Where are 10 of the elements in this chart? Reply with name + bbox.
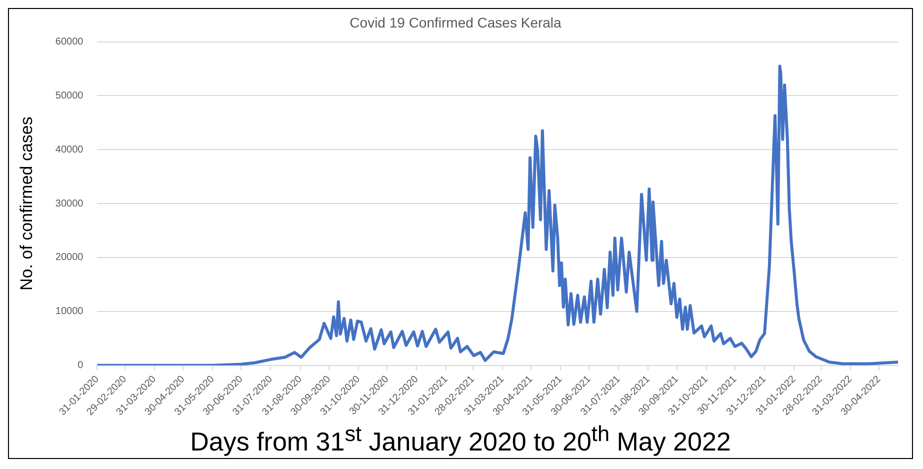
y-tick-label: 30000	[55, 198, 84, 210]
y-tick-label: 0	[78, 360, 84, 372]
y-tick-label: 10000	[55, 306, 84, 318]
x-axis-title: Days from 31$^{st}$ January 2020 to 20$^{th}$ May 2022	[189, 420, 732, 459]
y-axis-title: No. of confirmed cases	[16, 116, 36, 290]
y-tick-label: 50000	[55, 90, 84, 102]
chart-title: Covid 19 Confirmed Cases Kerala	[350, 14, 562, 30]
y-tick-label: 40000	[55, 144, 84, 156]
y-tick-label: 60000	[55, 36, 84, 48]
y-tick-label: 20000	[55, 252, 84, 264]
